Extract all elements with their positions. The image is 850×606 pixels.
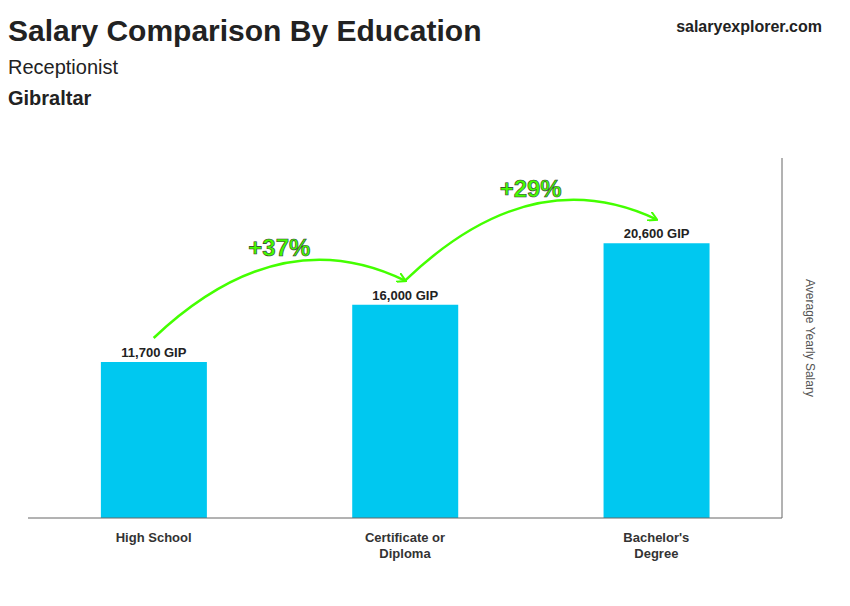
svg-text:16,000 GIP: 16,000 GIP: [372, 288, 438, 303]
svg-text:11,700 GIP: 11,700 GIP: [121, 345, 186, 360]
html-text:salaryexplorer.com: salaryexplorer.com: [676, 18, 822, 35]
svg-text:+29%: +29%: [500, 175, 562, 202]
html-text:Receptionist: Receptionist: [8, 56, 119, 78]
svg-text:Bachelor'sDegree: Bachelor'sDegree: [623, 530, 689, 561]
svg-text:+37%: +37%: [248, 234, 310, 261]
svg-text:20,600 GIP: 20,600 GIP: [624, 226, 690, 241]
svg-text:Average Yearly Salary: Average Yearly Salary: [803, 279, 817, 397]
html-text:Gibraltar: Gibraltar: [8, 87, 92, 109]
html-text:Salary Comparison By Education: Salary Comparison By Education: [8, 14, 482, 47]
svg-text:High School: High School: [116, 530, 192, 545]
svg-text:Certificate orDiploma: Certificate orDiploma: [365, 530, 445, 561]
